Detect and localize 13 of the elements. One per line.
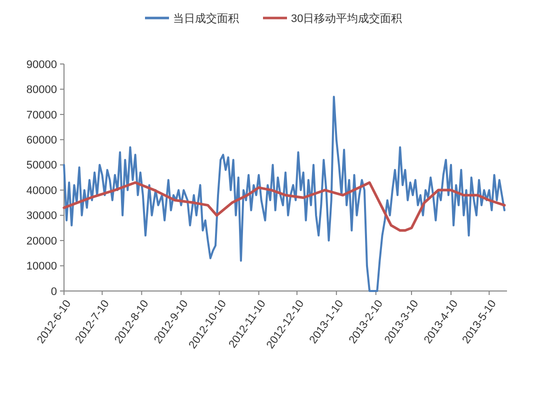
y-tick-label: 60000	[26, 134, 57, 147]
line-series	[62, 181, 506, 232]
legend-label: 当日成交面积	[173, 12, 239, 25]
y-tick-label: 10000	[26, 260, 57, 273]
y-tick-label: 40000	[26, 184, 57, 197]
y-tick-label: 20000	[26, 235, 57, 248]
legend-label: 30日移动平均成交面积	[291, 12, 402, 25]
y-tick-label: 90000	[26, 58, 57, 71]
y-tick-label: 70000	[26, 109, 57, 122]
y-tick-label: 80000	[26, 84, 57, 96]
y-tick-label: 50000	[26, 160, 57, 172]
y-tick-label: 30000	[26, 210, 57, 222]
y-tick-label: 0	[50, 286, 57, 298]
